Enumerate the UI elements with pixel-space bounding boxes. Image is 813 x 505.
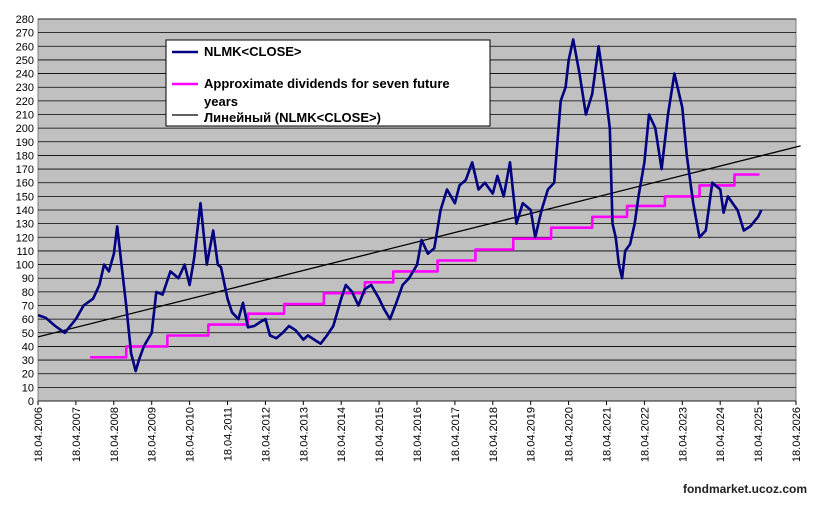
y-tick-label: 260 bbox=[16, 41, 34, 53]
y-tick-label: 40 bbox=[22, 341, 34, 353]
legend-label: years bbox=[204, 94, 238, 109]
x-tick-label: 18.04.2021 bbox=[602, 407, 614, 462]
y-tick-label: 170 bbox=[16, 164, 34, 176]
y-tick-label: 250 bbox=[16, 55, 34, 67]
y-tick-label: 240 bbox=[16, 69, 34, 81]
series-close-line bbox=[37, 38, 763, 373]
x-tick-label: 18.04.2022 bbox=[639, 407, 651, 462]
legend-label: Линейный (NLMK<CLOSE>) bbox=[204, 110, 381, 125]
x-tick-label: 18.04.2015 bbox=[374, 407, 386, 462]
x-tick-label: 18.04.2025 bbox=[753, 407, 765, 462]
legend-label: Approximate dividends for seven future bbox=[204, 76, 450, 91]
x-tick-label: 18.04.2011 bbox=[223, 407, 235, 461]
legend-label: NLMK<CLOSE> bbox=[204, 44, 302, 59]
y-tick-label: 230 bbox=[16, 82, 34, 94]
watermark-text: fondmarket.ucoz.com bbox=[682, 482, 807, 496]
x-tick-label: 18.04.2014 bbox=[336, 407, 348, 462]
y-tick-label: 20 bbox=[22, 369, 34, 381]
x-tick-label: 18.04.2019 bbox=[526, 407, 538, 462]
x-tick-label: 18.04.2026 bbox=[791, 407, 803, 462]
y-tick-label: 160 bbox=[16, 178, 34, 190]
y-tick-label: 150 bbox=[16, 191, 34, 203]
y-tick-label: 180 bbox=[16, 150, 34, 162]
series-dividends-line bbox=[90, 173, 760, 359]
series-trend-line bbox=[37, 145, 801, 338]
y-tick-label: 110 bbox=[16, 246, 34, 258]
x-tick-label: 18.04.2012 bbox=[260, 407, 272, 462]
x-tick-label: 18.04.2020 bbox=[564, 407, 576, 462]
y-tick-label: 220 bbox=[16, 96, 34, 108]
legend-box bbox=[165, 39, 491, 127]
y-tick-label: 130 bbox=[16, 219, 34, 231]
y-tick-label: 140 bbox=[16, 205, 34, 217]
y-tick-label: 200 bbox=[16, 123, 34, 135]
y-tick-label: 60 bbox=[22, 314, 34, 326]
x-tick-label: 18.04.2017 bbox=[450, 407, 462, 462]
x-tick-label: 18.04.2008 bbox=[109, 407, 121, 462]
x-tick-label: 18.04.2006 bbox=[33, 407, 45, 462]
y-tick-label: 90 bbox=[22, 273, 34, 285]
y-tick-label: 100 bbox=[16, 260, 34, 272]
y-tick-label: 10 bbox=[22, 382, 34, 394]
x-tick-label: 18.04.2009 bbox=[147, 407, 159, 462]
y-tick-label: 70 bbox=[22, 301, 34, 313]
y-tick-label: 80 bbox=[22, 287, 34, 299]
x-tick-label: 18.04.2007 bbox=[71, 407, 83, 462]
y-tick-label: 280 bbox=[16, 14, 34, 26]
y-tick-label: 120 bbox=[16, 232, 34, 244]
y-tick-label: 50 bbox=[22, 328, 34, 340]
x-tick-label: 18.04.2024 bbox=[715, 407, 727, 462]
x-tick-label: 18.04.2010 bbox=[185, 407, 197, 462]
y-tick-label: 210 bbox=[16, 110, 34, 122]
x-tick-label: 18.04.2018 bbox=[488, 407, 500, 462]
y-tick-label: 190 bbox=[16, 137, 34, 149]
x-tick-label: 18.04.2013 bbox=[298, 407, 310, 462]
y-tick-label: 30 bbox=[22, 355, 34, 367]
x-tick-label: 18.04.2023 bbox=[677, 407, 689, 462]
y-tick-label: 270 bbox=[16, 28, 34, 40]
x-tick-label: 18.04.2016 bbox=[412, 407, 424, 462]
y-tick-label: 0 bbox=[28, 396, 34, 408]
